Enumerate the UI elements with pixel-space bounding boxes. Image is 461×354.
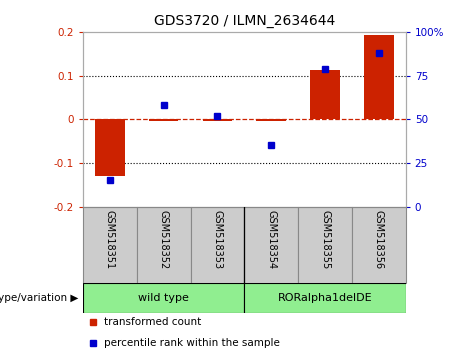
Text: GSM518351: GSM518351 bbox=[105, 210, 115, 269]
Bar bbox=[149, 119, 178, 121]
Bar bbox=[310, 70, 340, 119]
Text: genotype/variation ▶: genotype/variation ▶ bbox=[0, 293, 78, 303]
Bar bbox=[244, 283, 406, 313]
Text: GSM518354: GSM518354 bbox=[266, 210, 276, 269]
Text: GSM518355: GSM518355 bbox=[320, 210, 330, 270]
Text: RORalpha1delDE: RORalpha1delDE bbox=[278, 293, 372, 303]
Text: transformed count: transformed count bbox=[104, 317, 201, 327]
Bar bbox=[203, 119, 232, 120]
Bar bbox=[256, 119, 286, 121]
Text: percentile rank within the sample: percentile rank within the sample bbox=[104, 337, 280, 348]
Bar bbox=[244, 207, 298, 283]
Text: wild type: wild type bbox=[138, 293, 189, 303]
Text: GSM518356: GSM518356 bbox=[374, 210, 384, 269]
Bar bbox=[364, 35, 394, 119]
Bar bbox=[352, 207, 406, 283]
Bar bbox=[83, 283, 244, 313]
Bar bbox=[298, 207, 352, 283]
Bar bbox=[137, 207, 190, 283]
Bar bbox=[95, 119, 124, 176]
Bar bbox=[83, 207, 137, 283]
Title: GDS3720 / ILMN_2634644: GDS3720 / ILMN_2634644 bbox=[154, 14, 335, 28]
Bar bbox=[190, 207, 244, 283]
Text: GSM518353: GSM518353 bbox=[213, 210, 223, 269]
Text: GSM518352: GSM518352 bbox=[159, 210, 169, 270]
